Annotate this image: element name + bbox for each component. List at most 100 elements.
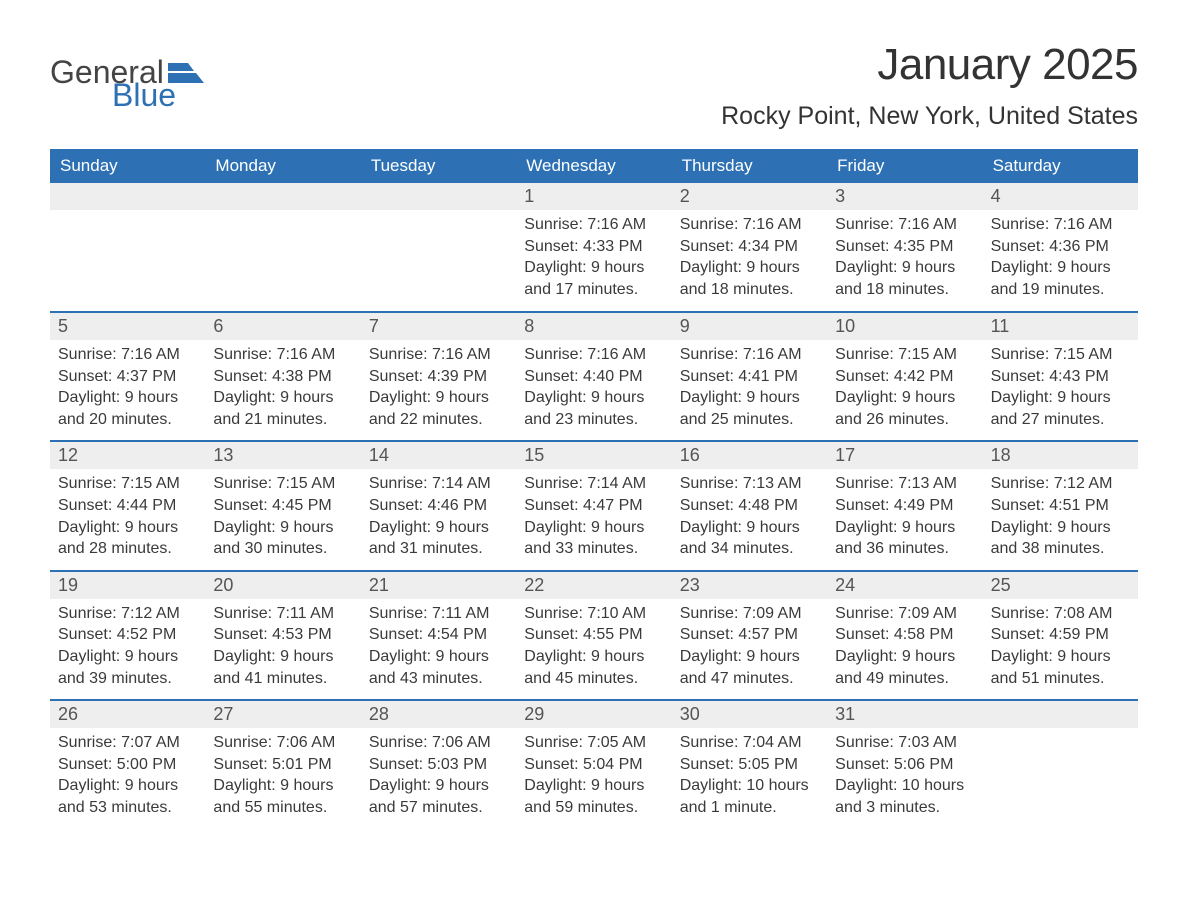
day-number: 29 <box>516 701 671 728</box>
day-cell-empty <box>205 183 360 311</box>
daylight-text: Daylight: 9 hours and 38 minutes. <box>991 517 1130 560</box>
sunrise-text: Sunrise: 7:16 AM <box>524 344 663 366</box>
day-cell: 27Sunrise: 7:06 AMSunset: 5:01 PMDayligh… <box>205 701 360 828</box>
day-details: Sunrise: 7:11 AMSunset: 4:54 PMDaylight:… <box>361 599 516 699</box>
day-details: Sunrise: 7:04 AMSunset: 5:05 PMDaylight:… <box>672 728 827 828</box>
dow-friday: Friday <box>827 149 982 183</box>
day-cell: 1Sunrise: 7:16 AMSunset: 4:33 PMDaylight… <box>516 183 671 311</box>
dow-tuesday: Tuesday <box>361 149 516 183</box>
sunrise-text: Sunrise: 7:06 AM <box>369 732 508 754</box>
sunrise-text: Sunrise: 7:09 AM <box>835 603 974 625</box>
day-number: 19 <box>50 572 205 599</box>
day-number <box>50 183 205 210</box>
sunset-text: Sunset: 4:39 PM <box>369 366 508 388</box>
sunset-text: Sunset: 5:06 PM <box>835 754 974 776</box>
day-details: Sunrise: 7:16 AMSunset: 4:33 PMDaylight:… <box>516 210 671 310</box>
week-row: 12Sunrise: 7:15 AMSunset: 4:44 PMDayligh… <box>50 440 1138 569</box>
day-details: Sunrise: 7:14 AMSunset: 4:46 PMDaylight:… <box>361 469 516 569</box>
sunset-text: Sunset: 4:43 PM <box>991 366 1130 388</box>
day-cell: 18Sunrise: 7:12 AMSunset: 4:51 PMDayligh… <box>983 442 1138 569</box>
sunset-text: Sunset: 4:33 PM <box>524 236 663 258</box>
sunrise-text: Sunrise: 7:16 AM <box>991 214 1130 236</box>
day-cell: 24Sunrise: 7:09 AMSunset: 4:58 PMDayligh… <box>827 572 982 699</box>
day-number: 5 <box>50 313 205 340</box>
day-cell: 19Sunrise: 7:12 AMSunset: 4:52 PMDayligh… <box>50 572 205 699</box>
day-details: Sunrise: 7:06 AMSunset: 5:01 PMDaylight:… <box>205 728 360 828</box>
location: Rocky Point, New York, United States <box>721 102 1138 131</box>
day-details: Sunrise: 7:07 AMSunset: 5:00 PMDaylight:… <box>50 728 205 828</box>
day-details: Sunrise: 7:15 AMSunset: 4:45 PMDaylight:… <box>205 469 360 569</box>
day-cell: 11Sunrise: 7:15 AMSunset: 4:43 PMDayligh… <box>983 313 1138 440</box>
day-details: Sunrise: 7:09 AMSunset: 4:57 PMDaylight:… <box>672 599 827 699</box>
day-details: Sunrise: 7:12 AMSunset: 4:51 PMDaylight:… <box>983 469 1138 569</box>
day-number: 10 <box>827 313 982 340</box>
sunset-text: Sunset: 4:48 PM <box>680 495 819 517</box>
day-details: Sunrise: 7:16 AMSunset: 4:41 PMDaylight:… <box>672 340 827 440</box>
sunset-text: Sunset: 4:52 PM <box>58 624 197 646</box>
sunset-text: Sunset: 4:51 PM <box>991 495 1130 517</box>
daylight-text: Daylight: 9 hours and 21 minutes. <box>213 387 352 430</box>
day-cell: 23Sunrise: 7:09 AMSunset: 4:57 PMDayligh… <box>672 572 827 699</box>
day-number: 20 <box>205 572 360 599</box>
week-row: 26Sunrise: 7:07 AMSunset: 5:00 PMDayligh… <box>50 699 1138 828</box>
daylight-text: Daylight: 9 hours and 33 minutes. <box>524 517 663 560</box>
sunrise-text: Sunrise: 7:10 AM <box>524 603 663 625</box>
day-details: Sunrise: 7:13 AMSunset: 4:49 PMDaylight:… <box>827 469 982 569</box>
dow-monday: Monday <box>205 149 360 183</box>
month-title: January 2025 <box>721 40 1138 90</box>
sunset-text: Sunset: 4:44 PM <box>58 495 197 517</box>
day-cell-empty <box>983 701 1138 828</box>
dow-sunday: Sunday <box>50 149 205 183</box>
sunrise-text: Sunrise: 7:09 AM <box>680 603 819 625</box>
day-cell-empty <box>50 183 205 311</box>
day-number: 24 <box>827 572 982 599</box>
sunrise-text: Sunrise: 7:15 AM <box>835 344 974 366</box>
day-number: 17 <box>827 442 982 469</box>
day-number: 28 <box>361 701 516 728</box>
daylight-text: Daylight: 9 hours and 31 minutes. <box>369 517 508 560</box>
day-cell: 10Sunrise: 7:15 AMSunset: 4:42 PMDayligh… <box>827 313 982 440</box>
daylight-text: Daylight: 9 hours and 34 minutes. <box>680 517 819 560</box>
sunrise-text: Sunrise: 7:06 AM <box>213 732 352 754</box>
day-number: 12 <box>50 442 205 469</box>
brand-part2: Blue <box>112 81 204 110</box>
sunset-text: Sunset: 4:55 PM <box>524 624 663 646</box>
day-details: Sunrise: 7:16 AMSunset: 4:35 PMDaylight:… <box>827 210 982 310</box>
daylight-text: Daylight: 9 hours and 18 minutes. <box>680 257 819 300</box>
sunrise-text: Sunrise: 7:14 AM <box>524 473 663 495</box>
day-cell: 16Sunrise: 7:13 AMSunset: 4:48 PMDayligh… <box>672 442 827 569</box>
sunrise-text: Sunrise: 7:12 AM <box>58 603 197 625</box>
day-cell: 28Sunrise: 7:06 AMSunset: 5:03 PMDayligh… <box>361 701 516 828</box>
calendar: SundayMondayTuesdayWednesdayThursdayFrid… <box>50 149 1138 829</box>
day-number: 1 <box>516 183 671 210</box>
dow-header: SundayMondayTuesdayWednesdayThursdayFrid… <box>50 149 1138 183</box>
day-number: 3 <box>827 183 982 210</box>
daylight-text: Daylight: 9 hours and 20 minutes. <box>58 387 197 430</box>
day-details: Sunrise: 7:03 AMSunset: 5:06 PMDaylight:… <box>827 728 982 828</box>
sunset-text: Sunset: 4:49 PM <box>835 495 974 517</box>
day-cell: 31Sunrise: 7:03 AMSunset: 5:06 PMDayligh… <box>827 701 982 828</box>
day-details: Sunrise: 7:12 AMSunset: 4:52 PMDaylight:… <box>50 599 205 699</box>
daylight-text: Daylight: 9 hours and 51 minutes. <box>991 646 1130 689</box>
sunset-text: Sunset: 4:45 PM <box>213 495 352 517</box>
sunset-text: Sunset: 4:42 PM <box>835 366 974 388</box>
day-details: Sunrise: 7:05 AMSunset: 5:04 PMDaylight:… <box>516 728 671 828</box>
day-cell: 4Sunrise: 7:16 AMSunset: 4:36 PMDaylight… <box>983 183 1138 311</box>
daylight-text: Daylight: 9 hours and 28 minutes. <box>58 517 197 560</box>
day-cell: 22Sunrise: 7:10 AMSunset: 4:55 PMDayligh… <box>516 572 671 699</box>
day-details: Sunrise: 7:16 AMSunset: 4:39 PMDaylight:… <box>361 340 516 440</box>
day-number: 22 <box>516 572 671 599</box>
week-row: 1Sunrise: 7:16 AMSunset: 4:33 PMDaylight… <box>50 183 1138 311</box>
daylight-text: Daylight: 9 hours and 53 minutes. <box>58 775 197 818</box>
sunrise-text: Sunrise: 7:08 AM <box>991 603 1130 625</box>
day-cell: 2Sunrise: 7:16 AMSunset: 4:34 PMDaylight… <box>672 183 827 311</box>
sunrise-text: Sunrise: 7:16 AM <box>835 214 974 236</box>
daylight-text: Daylight: 9 hours and 59 minutes. <box>524 775 663 818</box>
sunrise-text: Sunrise: 7:15 AM <box>991 344 1130 366</box>
day-number <box>361 183 516 210</box>
day-cell: 15Sunrise: 7:14 AMSunset: 4:47 PMDayligh… <box>516 442 671 569</box>
sunrise-text: Sunrise: 7:04 AM <box>680 732 819 754</box>
daylight-text: Daylight: 9 hours and 49 minutes. <box>835 646 974 689</box>
sunset-text: Sunset: 4:34 PM <box>680 236 819 258</box>
sunrise-text: Sunrise: 7:13 AM <box>835 473 974 495</box>
